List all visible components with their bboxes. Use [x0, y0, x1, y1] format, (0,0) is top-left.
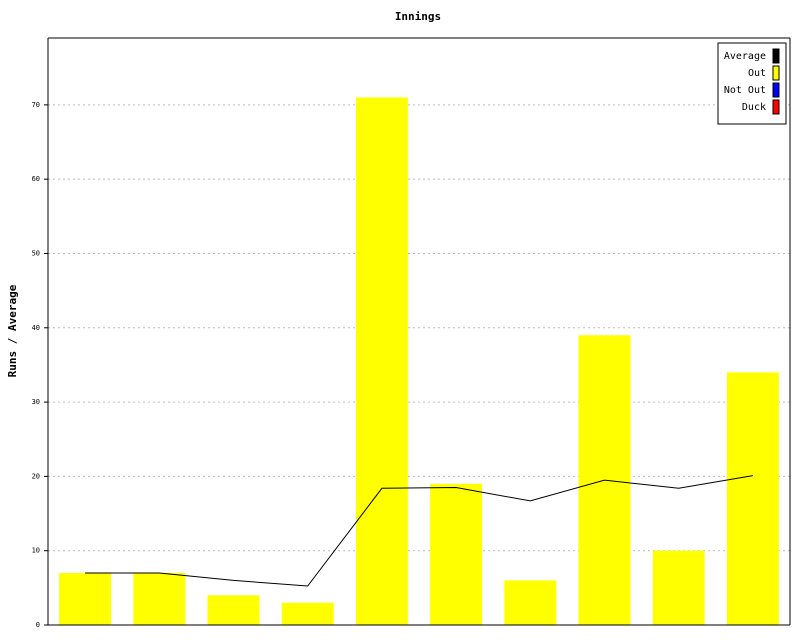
legend-label: Duck — [742, 102, 766, 113]
y-tick-label: 50 — [32, 249, 40, 257]
bar — [355, 97, 408, 625]
bar — [430, 483, 483, 625]
bar — [652, 550, 705, 625]
y-tick-label: 40 — [32, 324, 40, 332]
y-axis-label: Runs / Average — [6, 284, 19, 377]
legend-swatch — [772, 99, 780, 115]
y-tick-label: 10 — [32, 547, 40, 555]
legend-swatch — [772, 65, 780, 81]
bar — [59, 572, 112, 625]
legend-label: Out — [748, 68, 766, 79]
y-tick-label: 30 — [32, 398, 40, 406]
y-tick-label: 70 — [32, 101, 40, 109]
bar — [726, 372, 779, 625]
bar — [504, 580, 557, 625]
legend: Average Out Not Out Duck — [717, 42, 787, 125]
bar — [207, 595, 260, 625]
legend-swatch — [772, 82, 780, 98]
y-tick-label: 0 — [36, 621, 40, 629]
legend-label: Average — [724, 51, 766, 62]
chart-title: Innings — [395, 10, 441, 23]
average-line — [85, 475, 753, 587]
bar — [281, 602, 334, 625]
legend-label: Not Out — [724, 85, 766, 96]
y-tick-label: 60 — [32, 175, 40, 183]
bar — [133, 572, 186, 625]
y-tick-label: 20 — [32, 472, 40, 480]
legend-swatch — [772, 48, 780, 64]
